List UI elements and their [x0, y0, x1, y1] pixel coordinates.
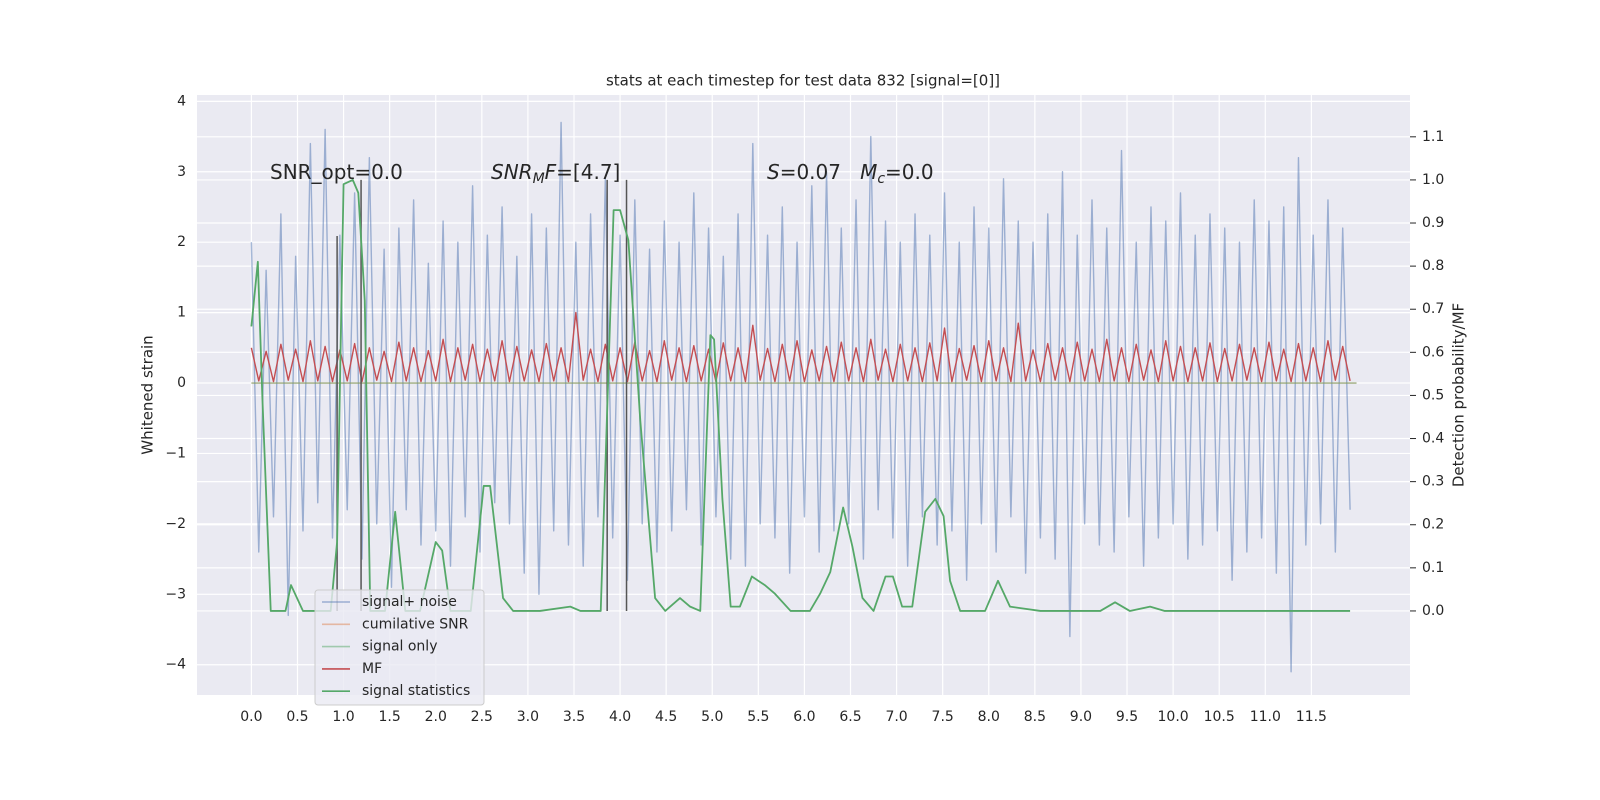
x-tick-label: 6.0 [793, 709, 815, 725]
annotation-part: M [860, 160, 877, 184]
y-tick-label: 1 [177, 305, 186, 321]
y2-tick-label: 0.8 [1422, 258, 1444, 274]
y2-tick-label: 0.2 [1422, 517, 1444, 533]
x-tick-label: 9.0 [1070, 709, 1092, 725]
x-tick-label: 0.0 [240, 709, 262, 725]
annotation-part: =[4.7] [556, 160, 620, 184]
y2-tick-label: 0.1 [1422, 560, 1444, 576]
y-tick-label: 2 [177, 234, 186, 250]
annotation-part: c [877, 171, 885, 187]
series-line [250, 179, 1351, 612]
annotation-part: S [767, 160, 780, 184]
annotation-part: F [545, 160, 557, 184]
legend-label: signal+ noise [362, 594, 457, 610]
annotation-part: =0.0 [885, 160, 934, 184]
x-tick-label: 8.0 [978, 709, 1000, 725]
x-tick-label: 1.0 [332, 709, 354, 725]
x-tick-label: 5.5 [747, 709, 769, 725]
x-tick-label: 7.5 [932, 709, 954, 725]
annotation: SNRMF=[4.7] [491, 160, 620, 188]
y-tick-label: 0 [177, 375, 186, 391]
annotation-part: SNR [491, 160, 533, 184]
annotation: SNR_opt=0.0 [270, 160, 403, 184]
y2-tick-label: 0.5 [1422, 387, 1444, 403]
x-tick-label: 2.5 [471, 709, 493, 725]
x-tick-label: 11.5 [1296, 709, 1327, 725]
x-tick-label: 4.0 [609, 709, 631, 725]
y2-axis-label: Detection probability/MF [1450, 303, 1468, 487]
y-tick-label: −3 [165, 586, 186, 602]
y2-tick-label: 0.0 [1422, 603, 1444, 619]
x-tick-label: 1.5 [379, 709, 401, 725]
legend-label: signal statistics [362, 683, 470, 699]
annotation-part: M [533, 171, 545, 187]
y2-tick-label: 0.3 [1422, 474, 1444, 490]
legend-label: cumilative SNR [362, 616, 469, 632]
annotation-part: SNR_opt=0.0 [270, 160, 403, 184]
x-tick-label: 9.5 [1116, 709, 1138, 725]
x-tick-label: 7.0 [885, 709, 907, 725]
y2-tick-label: 0.9 [1422, 215, 1444, 231]
y2-tick-label: 0.6 [1422, 344, 1444, 360]
y-tick-label: −1 [165, 445, 186, 461]
series-line [250, 311, 1351, 383]
legend-label: signal only [362, 639, 437, 655]
y-tick-label: 3 [177, 164, 186, 180]
x-tick-label: 3.5 [563, 709, 585, 725]
y-axis-label: Whitened strain [139, 335, 157, 454]
legend-label: MF [362, 661, 382, 677]
y2-tick-label: 1.0 [1422, 172, 1444, 188]
annotation: S=0.07 Mc=0.0 [767, 160, 934, 188]
y-tick-label: 4 [177, 93, 186, 109]
annotation-part: =0.07 [780, 160, 860, 184]
x-tick-label: 2.0 [425, 709, 447, 725]
x-tick-label: 3.0 [517, 709, 539, 725]
chart-title: stats at each timestep for test data 832… [606, 72, 1000, 90]
x-tick-label: 6.5 [839, 709, 861, 725]
x-tick-label: 5.0 [701, 709, 723, 725]
x-tick-label: 8.5 [1024, 709, 1046, 725]
x-tick-label: 4.5 [655, 709, 677, 725]
x-tick-label: 10.5 [1204, 709, 1235, 725]
y-tick-label: −2 [165, 516, 186, 532]
legend-box [314, 589, 485, 706]
y2-tick-label: 0.7 [1422, 301, 1444, 317]
x-tick-label: 0.5 [286, 709, 308, 725]
x-tick-label: 11.0 [1250, 709, 1281, 725]
x-tick-label: 10.0 [1158, 709, 1189, 725]
y2-tick-label: 1.1 [1422, 129, 1444, 145]
y-tick-label: −4 [165, 657, 186, 673]
series-line [250, 121, 1351, 673]
y2-tick-label: 0.4 [1422, 431, 1444, 447]
